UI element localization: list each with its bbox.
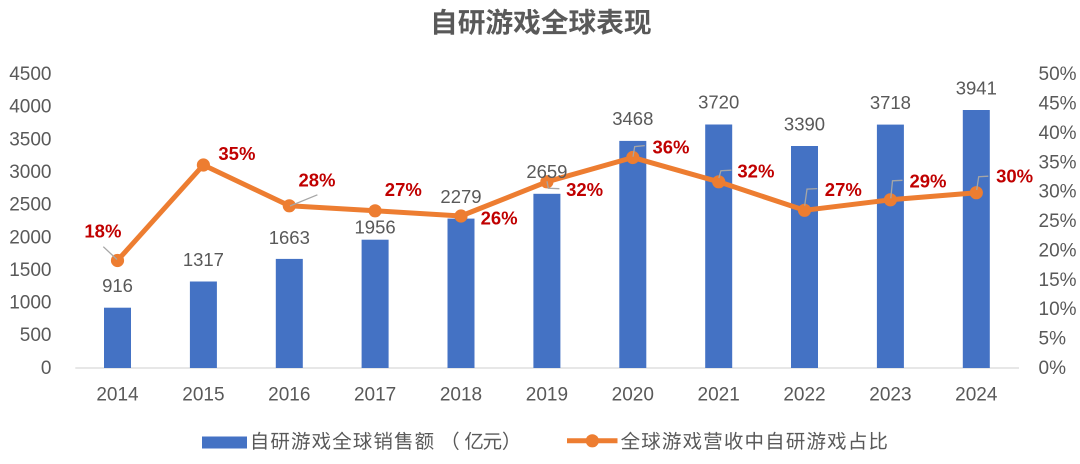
svg-text:30%: 30%: [1039, 182, 1077, 203]
svg-text:5%: 5%: [1039, 329, 1067, 350]
svg-text:4500: 4500: [9, 64, 51, 85]
svg-text:27%: 27%: [825, 179, 862, 200]
svg-text:2018: 2018: [440, 385, 482, 406]
svg-text:1500: 1500: [9, 260, 51, 281]
svg-text:500: 500: [20, 325, 52, 346]
svg-text:2022: 2022: [783, 385, 825, 406]
svg-text:3390: 3390: [784, 113, 825, 134]
svg-text:2016: 2016: [268, 385, 310, 406]
svg-text:3468: 3468: [612, 108, 653, 129]
svg-text:30%: 30%: [996, 166, 1033, 187]
svg-text:3941: 3941: [956, 77, 997, 98]
svg-text:2021: 2021: [698, 385, 740, 406]
svg-text:1663: 1663: [269, 227, 310, 248]
svg-text:26%: 26%: [481, 208, 518, 229]
svg-text:28%: 28%: [298, 170, 335, 191]
svg-text:3000: 3000: [9, 162, 51, 183]
svg-text:916: 916: [102, 275, 133, 296]
svg-text:2279: 2279: [440, 186, 481, 207]
svg-text:2015: 2015: [182, 385, 224, 406]
svg-text:45%: 45%: [1039, 94, 1077, 115]
svg-text:0%: 0%: [1039, 358, 1067, 379]
svg-text:25%: 25%: [1039, 211, 1077, 232]
svg-text:35%: 35%: [1039, 152, 1077, 173]
svg-text:3500: 3500: [9, 129, 51, 150]
svg-text:18%: 18%: [84, 221, 121, 242]
svg-text:2000: 2000: [9, 227, 51, 248]
svg-text:29%: 29%: [909, 171, 946, 192]
svg-text:3718: 3718: [870, 92, 911, 113]
svg-text:10%: 10%: [1039, 299, 1077, 320]
svg-text:2014: 2014: [96, 385, 139, 406]
svg-text:50%: 50%: [1039, 64, 1077, 85]
svg-text:15%: 15%: [1039, 270, 1077, 291]
svg-text:35%: 35%: [218, 143, 255, 164]
svg-text:0: 0: [41, 358, 52, 379]
svg-text:32%: 32%: [737, 161, 774, 182]
svg-text:32%: 32%: [566, 179, 603, 200]
svg-text:27%: 27%: [385, 179, 422, 200]
svg-text:2019: 2019: [526, 385, 568, 406]
svg-text:2024: 2024: [955, 385, 998, 406]
svg-text:36%: 36%: [652, 137, 689, 158]
svg-text:2017: 2017: [354, 385, 396, 406]
svg-text:2020: 2020: [612, 385, 654, 406]
svg-text:4000: 4000: [9, 97, 51, 118]
svg-text:20%: 20%: [1039, 240, 1077, 261]
svg-text:2500: 2500: [9, 195, 51, 216]
svg-text:2023: 2023: [869, 385, 911, 406]
svg-text:1956: 1956: [355, 217, 396, 238]
svg-text:3720: 3720: [698, 92, 739, 113]
svg-text:2659: 2659: [526, 161, 567, 182]
svg-text:40%: 40%: [1039, 123, 1077, 144]
svg-text:1317: 1317: [183, 249, 224, 270]
svg-text:1000: 1000: [9, 293, 51, 314]
